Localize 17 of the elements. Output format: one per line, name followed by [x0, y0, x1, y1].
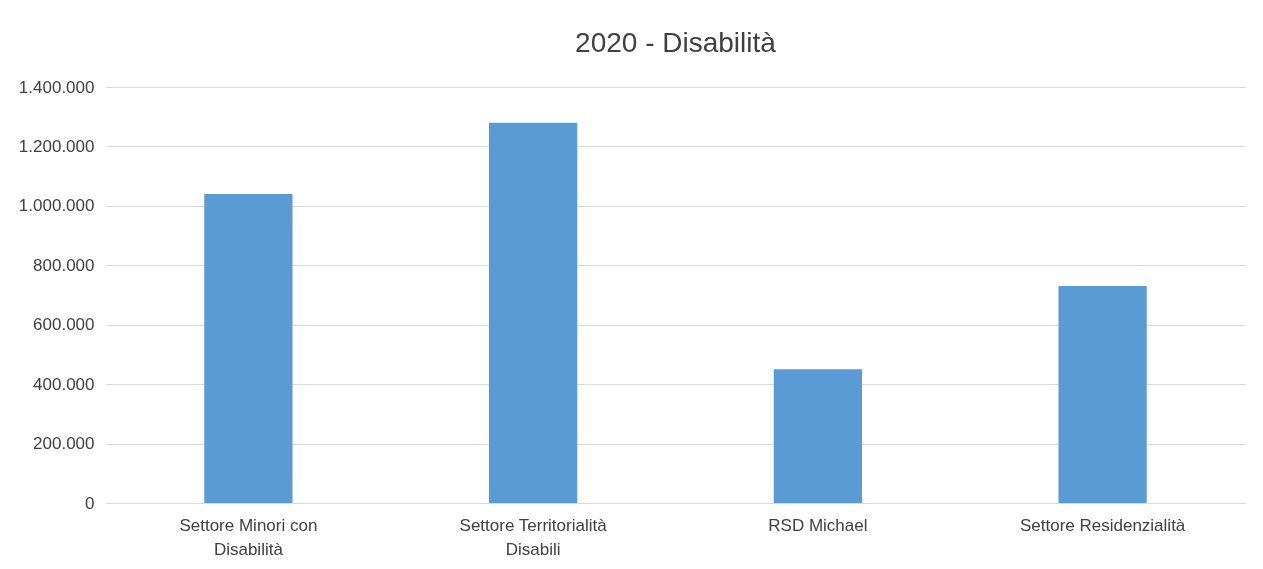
- bar: [773, 369, 863, 503]
- x-tick-label: Settore Minori con Disabilità: [179, 515, 318, 559]
- y-tick-label: 200.000: [33, 434, 95, 454]
- chart-title: 2020 - Disabilità: [575, 27, 777, 58]
- x-tick-label: Settore Territorialità Disabili: [459, 515, 608, 559]
- bar: [1058, 286, 1147, 503]
- bar: [488, 122, 578, 503]
- bar: [204, 193, 293, 503]
- y-tick-label: 1.000.000: [18, 196, 95, 216]
- y-tick-label: 0: [85, 493, 95, 513]
- y-tick-label: 600.000: [33, 315, 95, 335]
- y-tick-label: 1.200.000: [18, 136, 95, 156]
- y-tick-label: 800.000: [33, 255, 95, 275]
- x-tick-label: RSD Michael: [768, 515, 868, 535]
- y-tick-label: 1.400.000: [18, 77, 95, 97]
- x-tick-label: Settore Residenzialità: [1019, 515, 1186, 535]
- y-tick-label: 400.000: [33, 374, 95, 394]
